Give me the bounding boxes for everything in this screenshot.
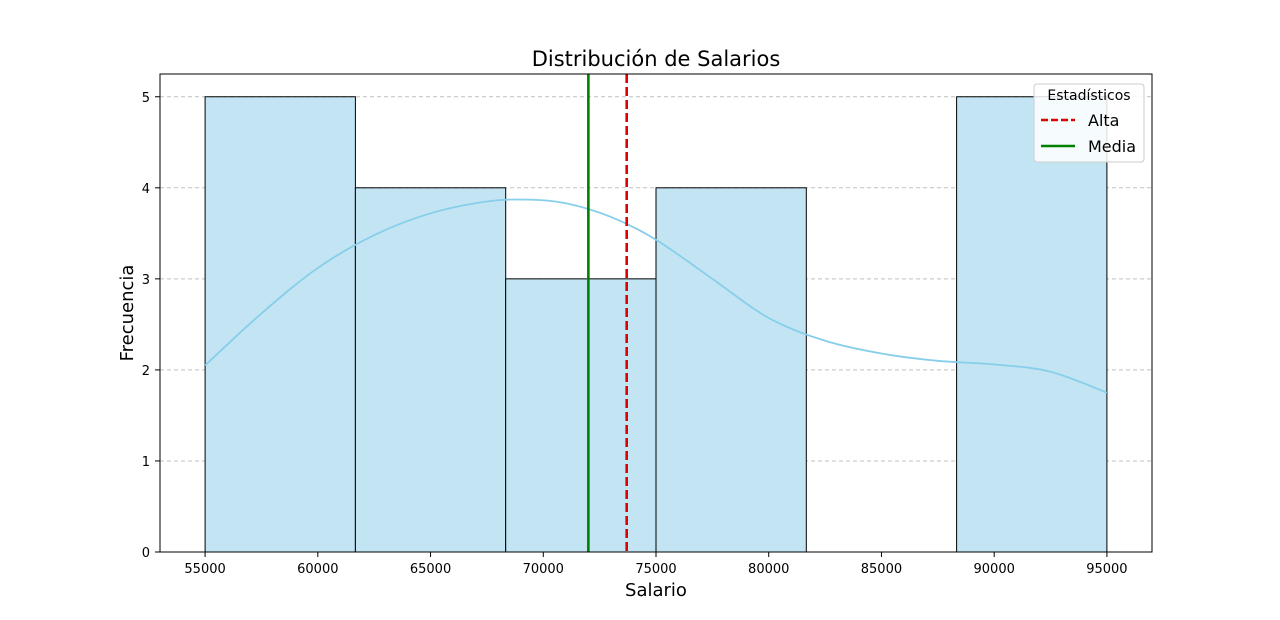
y-axis-label: Frecuencia bbox=[117, 265, 138, 362]
x-tick-label-7: 90000 bbox=[974, 562, 1015, 577]
reference-lines bbox=[587, 74, 628, 552]
x-tick-label-8: 95000 bbox=[1086, 562, 1127, 577]
x-tick-label-2: 65000 bbox=[410, 562, 451, 577]
y-tick-label-3: 3 bbox=[142, 273, 150, 288]
x-tick-label-3: 70000 bbox=[523, 562, 564, 577]
histogram-bar-0 bbox=[204, 96, 356, 553]
x-tick-label-4: 75000 bbox=[635, 562, 676, 577]
y-tick-label-2: 2 bbox=[142, 364, 150, 379]
y-tick-label-5: 5 bbox=[142, 91, 150, 106]
legend-entries: Alta Media bbox=[1041, 111, 1136, 156]
x-tick-label-0: 55000 bbox=[184, 562, 225, 577]
kde-curve bbox=[204, 198, 1108, 394]
kde-curve-group bbox=[204, 198, 1108, 394]
histogram-bar-1 bbox=[354, 187, 507, 553]
histogram-bar-3 bbox=[655, 187, 807, 553]
x-axis-ticks: 55000 60000 65000 70000 75000 80000 85000 90000… bbox=[184, 552, 1128, 577]
histogram-bar-2 bbox=[505, 278, 657, 553]
histogram-bars bbox=[204, 96, 1108, 553]
x-axis-label: Salario bbox=[625, 580, 687, 601]
legend: Estadísticos Alta Media bbox=[1033, 83, 1145, 163]
x-tick-label-1: 60000 bbox=[297, 562, 338, 577]
legend-box bbox=[1033, 83, 1145, 163]
legend-label-alta: Alta bbox=[1088, 111, 1119, 130]
x-tick-label-6: 85000 bbox=[861, 562, 902, 577]
chart-title: Distribución de Salarios bbox=[532, 47, 781, 71]
histogram-bar-5 bbox=[956, 96, 1108, 553]
y-tick-label-4: 4 bbox=[142, 182, 150, 197]
legend-title: Estadísticos bbox=[1047, 88, 1130, 104]
y-tick-label-1: 1 bbox=[142, 455, 150, 470]
legend-label-media: Media bbox=[1088, 137, 1136, 156]
x-tick-label-5: 80000 bbox=[748, 562, 789, 577]
y-tick-label-0: 0 bbox=[142, 546, 150, 561]
y-axis-ticks: 0 1 2 3 4 5 bbox=[142, 91, 160, 561]
